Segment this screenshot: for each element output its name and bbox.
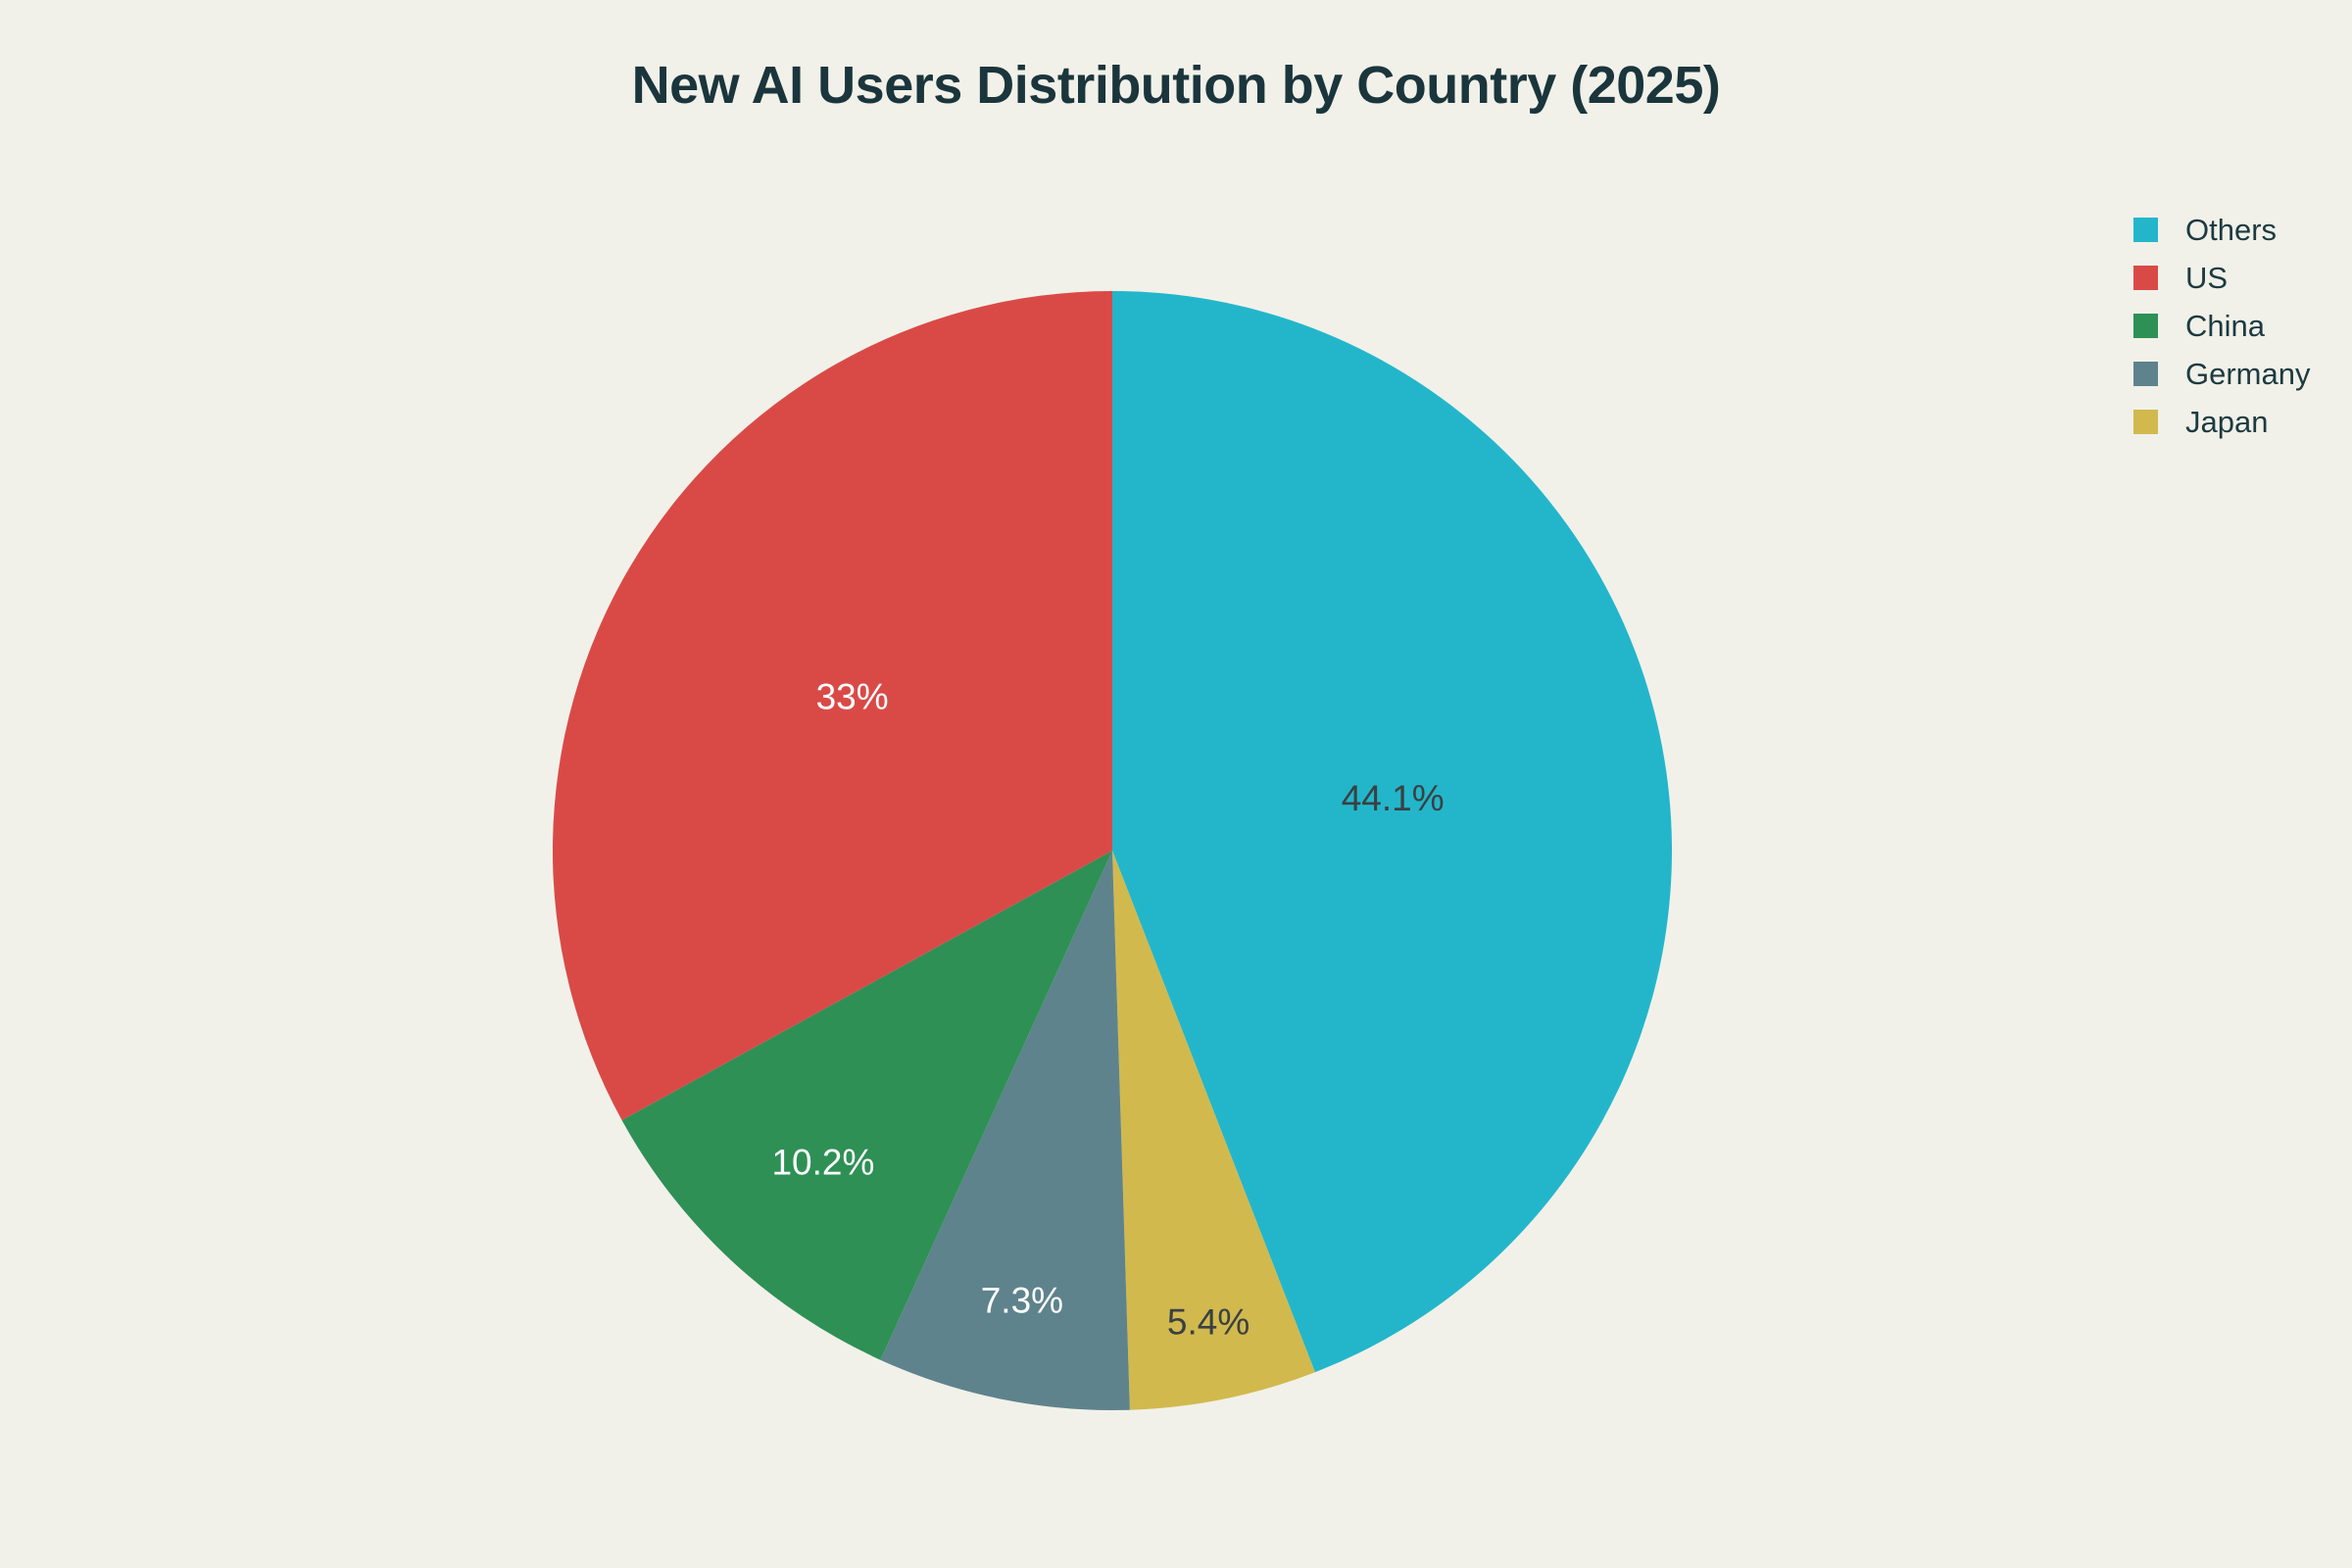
legend-item-others[interactable]: Others (2133, 206, 2310, 254)
legend-swatch-china (2133, 314, 2158, 338)
legend-label-china: China (2185, 308, 2265, 343)
pie-slice-us[interactable] (552, 290, 1112, 1121)
pie-slice-others[interactable] (1112, 291, 1673, 1373)
legend-label-japan: Japan (2185, 404, 2269, 439)
legend-label-germany: Germany (2185, 356, 2311, 391)
legend-label-others: Others (2185, 212, 2278, 247)
legend-label-us: US (2185, 260, 2229, 295)
slice-label-china: 10.2% (771, 1143, 874, 1183)
pie-slice-germany[interactable] (880, 851, 1130, 1410)
legend-swatch-others (2133, 218, 2158, 242)
legend-item-china[interactable]: China (2133, 302, 2310, 350)
slice-label-others: 44.1% (1342, 778, 1445, 818)
slice-label-germany: 7.3% (981, 1281, 1063, 1321)
legend-item-us[interactable]: US (2133, 254, 2310, 302)
slice-label-us: 33% (816, 677, 889, 717)
legend-swatch-germany (2133, 362, 2158, 386)
pie-slice-china[interactable] (621, 851, 1112, 1360)
pie-slice-japan[interactable] (1112, 851, 1315, 1410)
legend-item-germany[interactable]: Germany (2133, 350, 2310, 398)
slice-label-japan: 5.4% (1167, 1302, 1250, 1343)
chart-title: New AI Users Distribution by Country (20… (631, 56, 1721, 115)
legend: Others US China Germany Japan (2133, 206, 2310, 446)
legend-item-japan[interactable]: Japan (2133, 398, 2310, 446)
legend-swatch-japan (2133, 410, 2158, 434)
legend-swatch-us (2133, 266, 2158, 290)
